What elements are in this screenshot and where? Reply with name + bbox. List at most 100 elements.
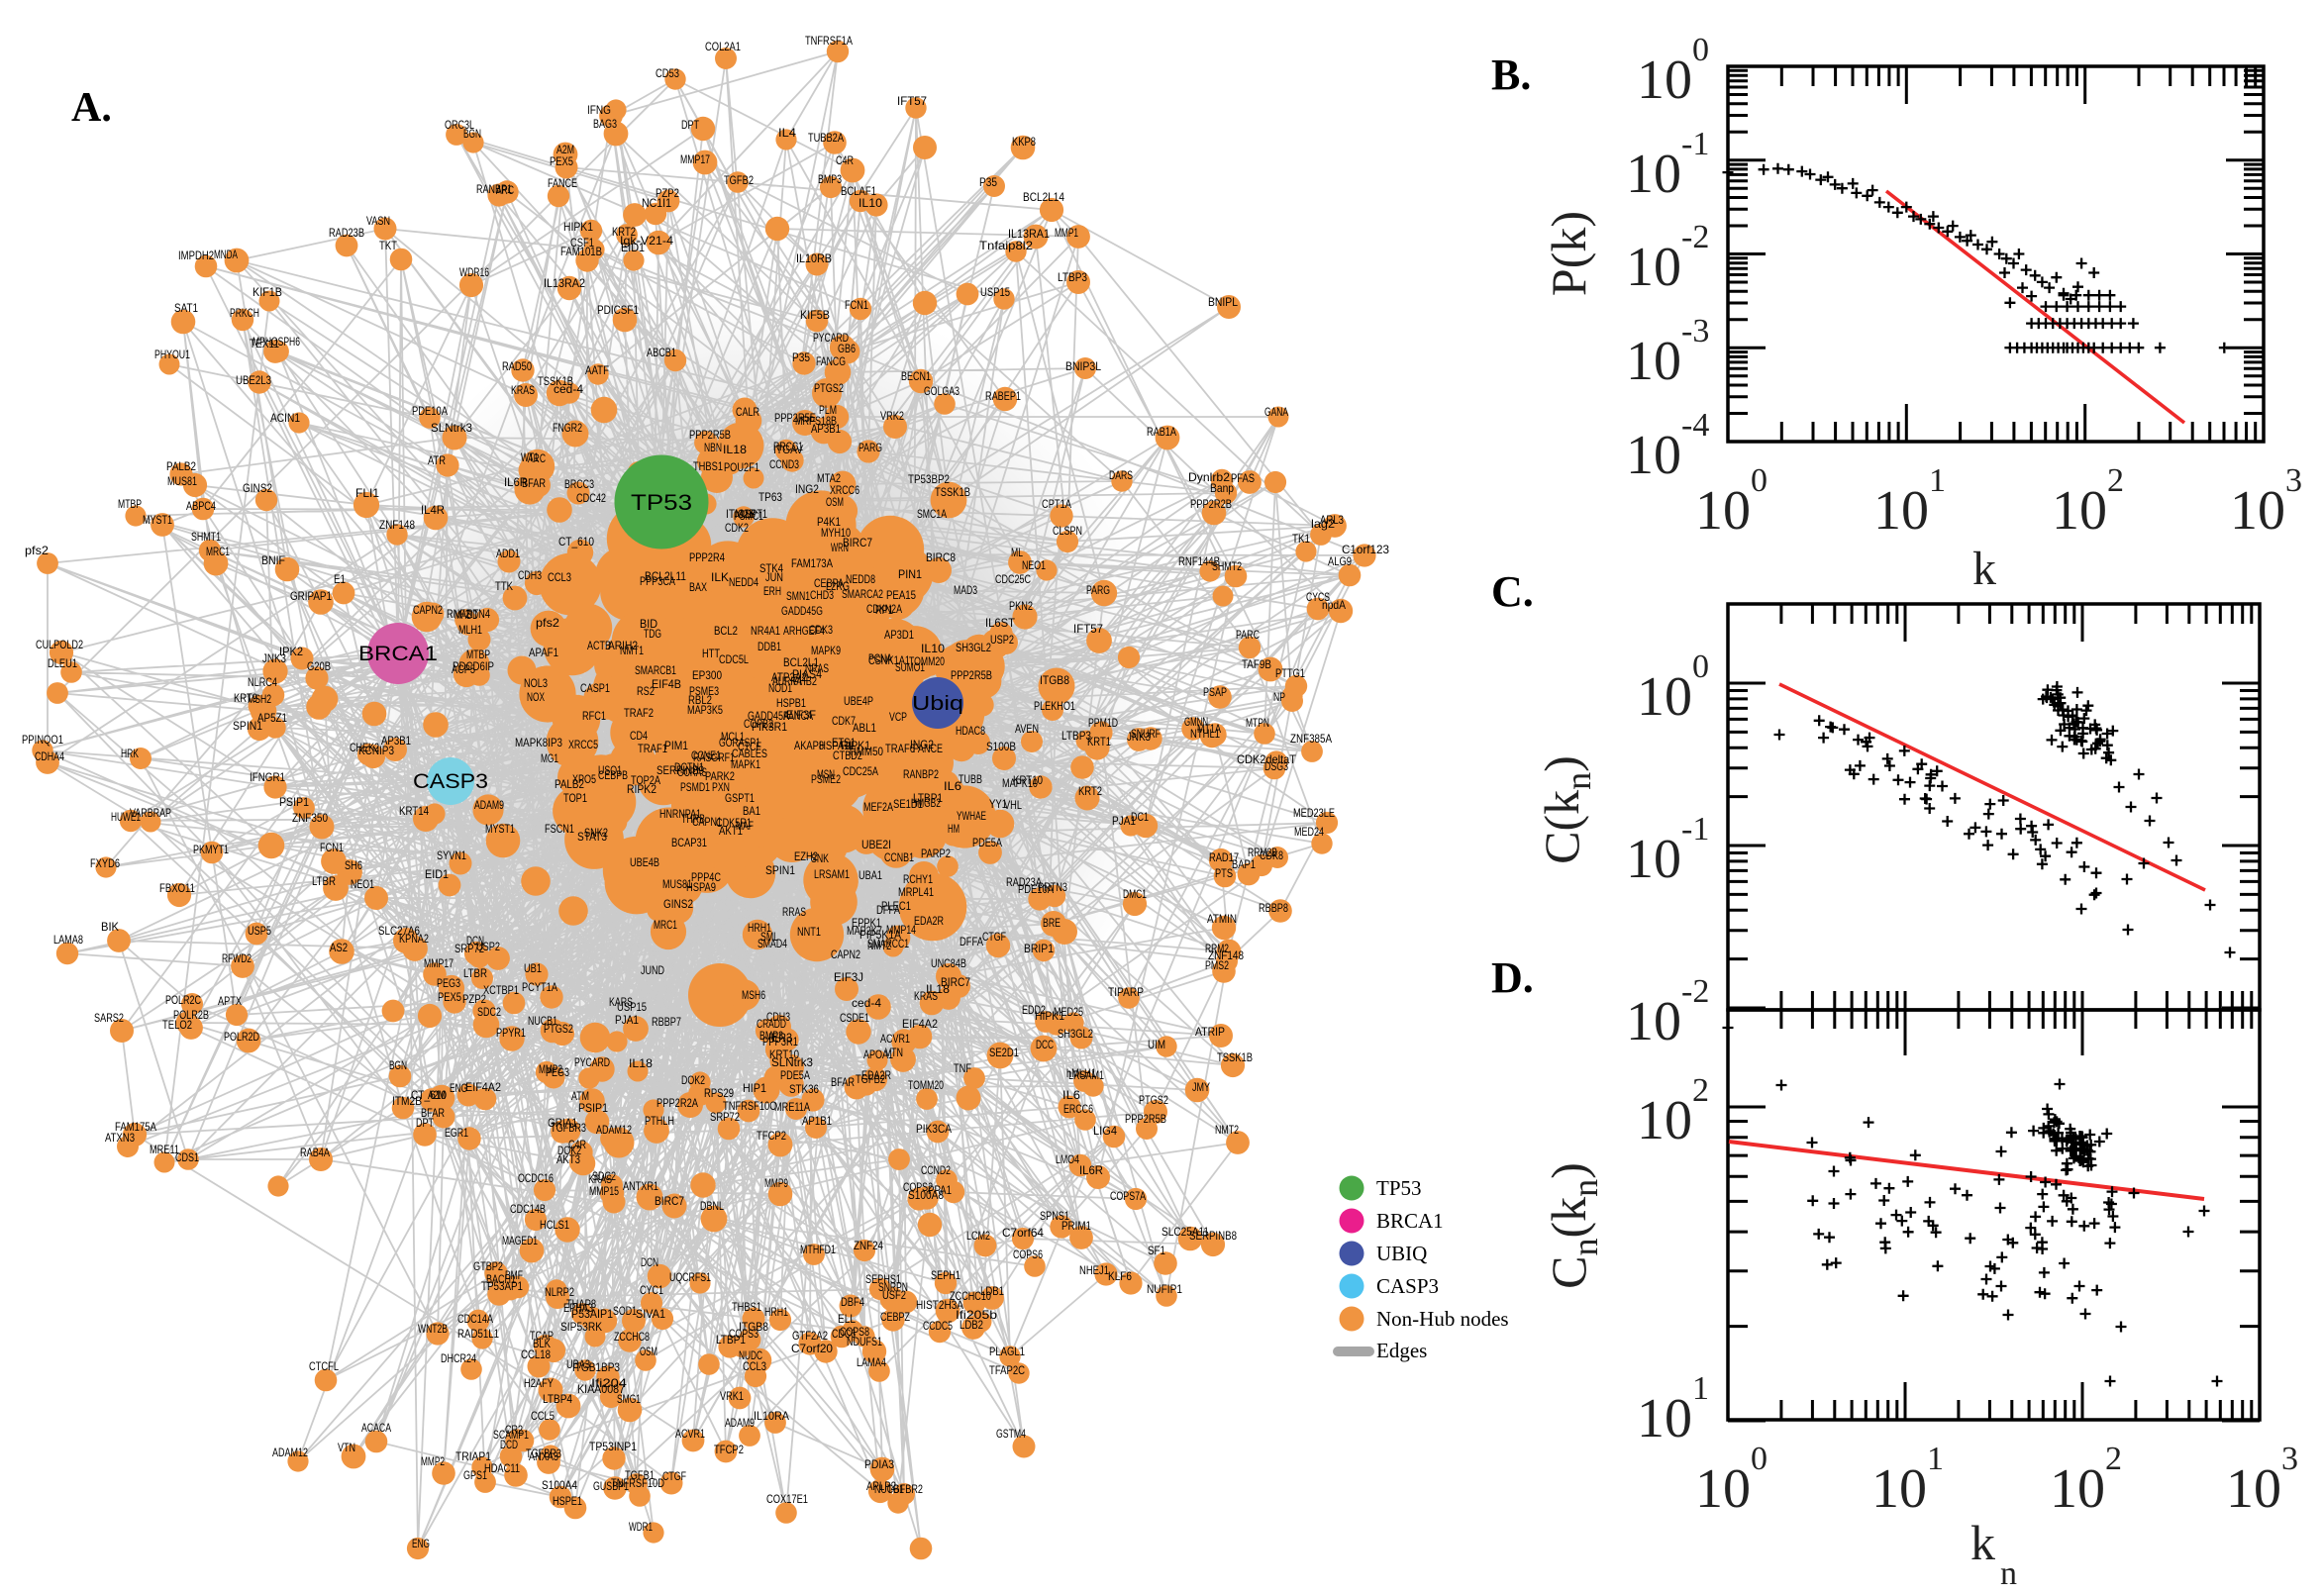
- svg-text:KRT2: KRT2: [1078, 784, 1102, 798]
- svg-text:IL4: IL4: [778, 126, 796, 140]
- svg-text:ANTXR1: ANTXR1: [623, 1179, 658, 1193]
- svg-text:MMP9: MMP9: [764, 1176, 788, 1190]
- svg-text:MAPK1: MAPK1: [731, 757, 760, 771]
- svg-text:MUS81: MUS81: [662, 877, 692, 891]
- svg-text:CCL3: CCL3: [743, 1359, 766, 1373]
- svg-text:SNK2: SNK2: [584, 826, 608, 840]
- svg-text:C4R: C4R: [568, 1138, 586, 1151]
- svg-text:ING2: ING2: [795, 482, 819, 496]
- svg-text:A2M: A2M: [428, 1088, 446, 1102]
- svg-text:TP53BP2: TP53BP2: [908, 472, 950, 486]
- svg-text:IL10: IL10: [858, 196, 882, 210]
- svg-text:PDCD6IP: PDCD6IP: [453, 659, 494, 673]
- svg-text:ACP5: ACP5: [452, 662, 475, 676]
- svg-text:USP2: USP2: [990, 633, 1014, 647]
- svg-text:TIPARP: TIPARP: [1108, 985, 1144, 999]
- svg-text:TP53: TP53: [1376, 1176, 1422, 1200]
- svg-text:B.: B.: [1491, 50, 1531, 99]
- svg-text:MTBP: MTBP: [466, 648, 490, 661]
- svg-text:KPNA2: KPNA2: [399, 932, 429, 946]
- svg-text:ABCB1: ABCB1: [647, 346, 676, 359]
- svg-text:GTBP2: GTBP2: [473, 1259, 503, 1273]
- svg-text:HUWE1: HUWE1: [111, 810, 141, 824]
- svg-text:SMC1A: SMC1A: [917, 507, 947, 521]
- svg-text:KIF5B: KIF5B: [800, 308, 830, 322]
- svg-text:k: k: [1972, 543, 1996, 595]
- svg-text:TCAP: TCAP: [530, 1329, 554, 1343]
- svg-text:PDE5A: PDE5A: [972, 836, 1002, 849]
- svg-text:-3: -3: [1681, 313, 1709, 349]
- svg-text:USP5: USP5: [248, 924, 271, 938]
- svg-text:SMG1: SMG1: [617, 1392, 641, 1406]
- svg-text:PPP2R5E: PPP2R5E: [774, 411, 816, 425]
- svg-text:BIRC7: BIRC7: [941, 975, 970, 989]
- svg-text:PPP2R5B: PPP2R5B: [1125, 1112, 1166, 1126]
- svg-text:MSH2: MSH2: [248, 692, 271, 706]
- svg-text:LTBP1: LTBP1: [913, 791, 943, 805]
- svg-text:WDR1: WDR1: [629, 1520, 653, 1534]
- svg-text:ATM: ATM: [571, 1089, 589, 1103]
- svg-text:lag2: lag2: [1311, 517, 1335, 531]
- svg-text:NHEJ1: NHEJ1: [1079, 1263, 1109, 1277]
- svg-text:APAF1: APAF1: [529, 646, 558, 659]
- svg-text:PPYR1: PPYR1: [496, 1026, 526, 1040]
- svg-text:RAB4A: RAB4A: [300, 1146, 330, 1159]
- svg-text:BCL2L11: BCL2L11: [645, 569, 686, 583]
- svg-text:NEO1: NEO1: [1022, 558, 1046, 572]
- svg-text:GSTM4: GSTM4: [996, 1427, 1026, 1441]
- svg-text:COPS8: COPS8: [840, 1325, 869, 1339]
- svg-text:GOLGA3: GOLGA3: [924, 384, 960, 398]
- svg-text:TGFB2: TGFB2: [856, 1072, 885, 1086]
- svg-text:CEBPZ: CEBPZ: [880, 1310, 910, 1324]
- svg-text:SOD1: SOD1: [613, 1304, 637, 1318]
- svg-text:SARS2: SARS2: [94, 1011, 124, 1025]
- svg-text:MMP15: MMP15: [589, 1184, 619, 1198]
- svg-text:PIN1: PIN1: [898, 567, 922, 581]
- svg-text:RANBP2: RANBP2: [903, 767, 939, 781]
- svg-text:COPS6: COPS6: [1013, 1247, 1043, 1261]
- svg-text:NTHL1: NTHL1: [1190, 727, 1220, 741]
- svg-text:IL13RA2: IL13RA2: [544, 276, 585, 290]
- svg-text:IL18: IL18: [723, 443, 747, 456]
- svg-text:MRC1: MRC1: [654, 918, 677, 932]
- svg-text:UBA3: UBA3: [566, 1357, 590, 1371]
- svg-text:IL18: IL18: [629, 1056, 653, 1070]
- svg-text:ACTB: ACTB: [587, 639, 611, 652]
- svg-text:CDC25C: CDC25C: [995, 572, 1031, 586]
- svg-text:IL18: IL18: [926, 982, 950, 996]
- svg-text:PARG: PARG: [1086, 583, 1110, 597]
- svg-text:FBXO11: FBXO11: [159, 881, 195, 895]
- svg-text:MSH6: MSH6: [742, 988, 765, 1002]
- svg-text:Dynlrb2: Dynlrb2: [1188, 470, 1230, 484]
- svg-text:AP3B1: AP3B1: [381, 734, 411, 748]
- svg-text:PEX5: PEX5: [438, 990, 461, 1004]
- svg-text:PYCARD: PYCARD: [813, 331, 849, 345]
- svg-text:PSMC1: PSMC1: [734, 509, 763, 523]
- svg-text:MRE11A: MRE11A: [774, 1100, 810, 1114]
- svg-text:LAMA8: LAMA8: [53, 933, 83, 947]
- svg-text:BIK: BIK: [101, 920, 119, 934]
- svg-text:IFNGR1: IFNGR1: [250, 770, 285, 784]
- svg-text:SF1: SF1: [1148, 1244, 1165, 1257]
- svg-text:RRAS: RRAS: [782, 905, 806, 919]
- svg-text:PDIA3: PDIA3: [864, 1457, 894, 1471]
- svg-text:ATP2A2: ATP2A2: [771, 670, 807, 684]
- svg-text:PPP2R5B: PPP2R5B: [951, 668, 992, 682]
- svg-text:PPP3R1: PPP3R1: [762, 1035, 798, 1048]
- svg-text:BNIF: BNIF: [261, 553, 285, 567]
- svg-text:0: 0: [1751, 1441, 1768, 1477]
- svg-text:BFAR: BFAR: [831, 1075, 855, 1089]
- svg-text:C4R: C4R: [836, 153, 854, 167]
- svg-text:BMP3: BMP3: [818, 172, 842, 186]
- svg-text:TOMM20: TOMM20: [909, 654, 945, 668]
- svg-text:IL10RB: IL10RB: [796, 251, 832, 265]
- svg-text:MED25: MED25: [1054, 1005, 1083, 1019]
- svg-text:AP5Z1: AP5Z1: [257, 711, 287, 725]
- svg-text:CDK2: CDK2: [725, 521, 749, 535]
- svg-text:10: 10: [1637, 666, 1692, 728]
- svg-text:YY1: YY1: [989, 797, 1007, 811]
- svg-text:SUMO1: SUMO1: [895, 660, 925, 674]
- svg-text:PCYT1A: PCYT1A: [522, 980, 557, 994]
- svg-text:TFCP2: TFCP2: [757, 1129, 786, 1143]
- svg-text:MAPK8IP3: MAPK8IP3: [515, 736, 562, 749]
